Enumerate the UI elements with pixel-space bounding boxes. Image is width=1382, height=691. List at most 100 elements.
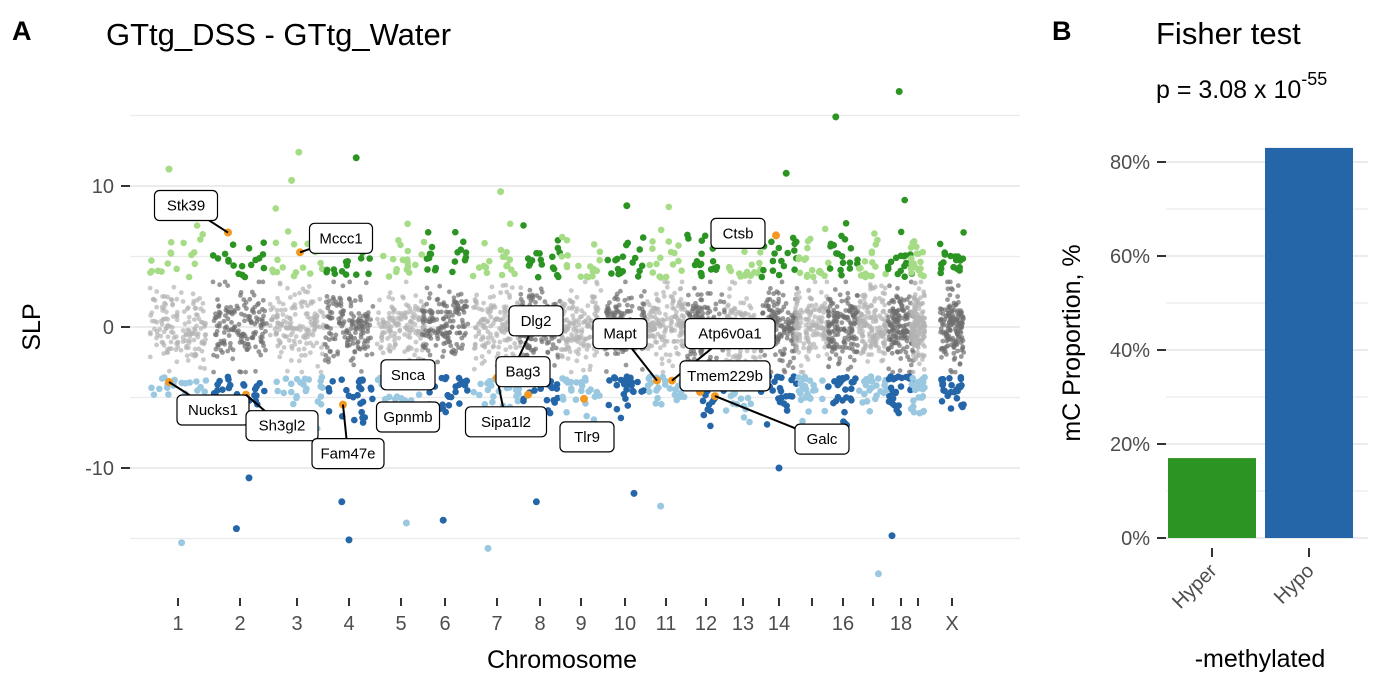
hypo-point — [775, 395, 782, 402]
background-point — [670, 305, 675, 311]
background-point — [593, 313, 599, 319]
hyper-point — [486, 257, 493, 265]
background-point — [243, 369, 249, 375]
background-point — [845, 295, 851, 301]
hyper-point — [549, 264, 557, 271]
background-point — [679, 338, 685, 344]
background-point — [333, 332, 339, 338]
hyper-point — [238, 262, 246, 270]
hyper-point — [193, 222, 201, 229]
hyper-point — [778, 257, 785, 265]
background-point — [788, 338, 794, 343]
background-point — [904, 344, 910, 350]
background-point — [303, 327, 309, 332]
hyper-point — [272, 205, 280, 212]
background-point — [414, 347, 419, 353]
background-point — [780, 292, 786, 298]
background-point — [404, 322, 410, 328]
background-point — [288, 319, 294, 325]
background-point — [335, 349, 341, 355]
x-tick-label: 3 — [291, 613, 302, 635]
hyper-point — [393, 265, 401, 273]
background-point — [937, 310, 943, 315]
background-point — [613, 304, 618, 310]
background-point — [654, 291, 659, 297]
background-point — [331, 296, 336, 302]
background-point — [834, 304, 840, 309]
hypo-point — [910, 403, 917, 410]
background-point — [486, 349, 492, 355]
hyper-point — [791, 247, 798, 254]
background-point — [708, 354, 713, 360]
background-point — [509, 285, 515, 290]
background-point — [473, 334, 479, 339]
background-point — [577, 335, 583, 341]
hypo-point — [447, 393, 455, 401]
background-point — [880, 297, 886, 303]
background-point — [165, 334, 171, 340]
hypo-point — [317, 383, 325, 390]
background-point — [433, 343, 439, 348]
background-point — [314, 323, 320, 329]
background-point — [242, 318, 247, 324]
hyper-point — [639, 234, 647, 241]
hyper-point — [575, 262, 582, 270]
background-point — [170, 302, 176, 308]
background-point — [873, 318, 879, 324]
hyper-point — [397, 241, 404, 249]
fisher-bars — [1168, 147, 1353, 538]
hypo-point — [325, 408, 333, 415]
hyper-point — [756, 259, 763, 267]
hypo-point — [359, 419, 367, 426]
background-point — [593, 304, 598, 310]
hypo-point — [381, 395, 389, 403]
background-point — [604, 351, 610, 357]
background-point — [402, 349, 407, 355]
background-point — [412, 352, 417, 358]
hypo-point — [513, 392, 520, 400]
background-point — [691, 356, 697, 362]
hyper-point — [426, 250, 434, 258]
background-point — [174, 309, 180, 315]
background-point — [846, 333, 851, 339]
background-point — [960, 345, 966, 351]
background-point — [534, 293, 540, 298]
background-point — [890, 307, 896, 313]
background-point — [912, 280, 917, 286]
background-point — [685, 310, 690, 316]
hyper-point — [260, 239, 268, 246]
background-point — [288, 332, 294, 338]
background-point — [460, 342, 465, 348]
background-point — [357, 294, 363, 299]
background-point — [653, 310, 658, 315]
background-point — [281, 345, 287, 350]
hypo-point — [897, 383, 905, 390]
background-point — [861, 323, 866, 329]
hypo-point — [520, 397, 527, 405]
hyper-point — [424, 266, 431, 273]
background-point — [678, 286, 684, 291]
background-point — [387, 343, 393, 348]
hypo-point — [801, 375, 808, 383]
background-point — [171, 284, 177, 290]
background-point — [764, 299, 769, 305]
background-point — [324, 294, 330, 299]
background-point — [581, 341, 587, 347]
background-point — [919, 316, 924, 322]
hypo-point — [848, 397, 855, 404]
background-point — [369, 351, 375, 357]
hypo-point — [872, 395, 879, 403]
hyper-point — [272, 239, 280, 247]
gene-label-box — [380, 359, 436, 391]
background-point — [657, 310, 662, 316]
background-point — [893, 338, 899, 344]
background-point — [428, 318, 434, 324]
extreme-point — [245, 474, 253, 482]
background-point — [288, 358, 294, 363]
background-point — [213, 332, 219, 338]
background-point — [368, 317, 373, 322]
hyper-point — [504, 261, 511, 269]
background-point — [837, 292, 843, 298]
hypo-point — [487, 382, 495, 389]
background-point — [268, 317, 274, 323]
